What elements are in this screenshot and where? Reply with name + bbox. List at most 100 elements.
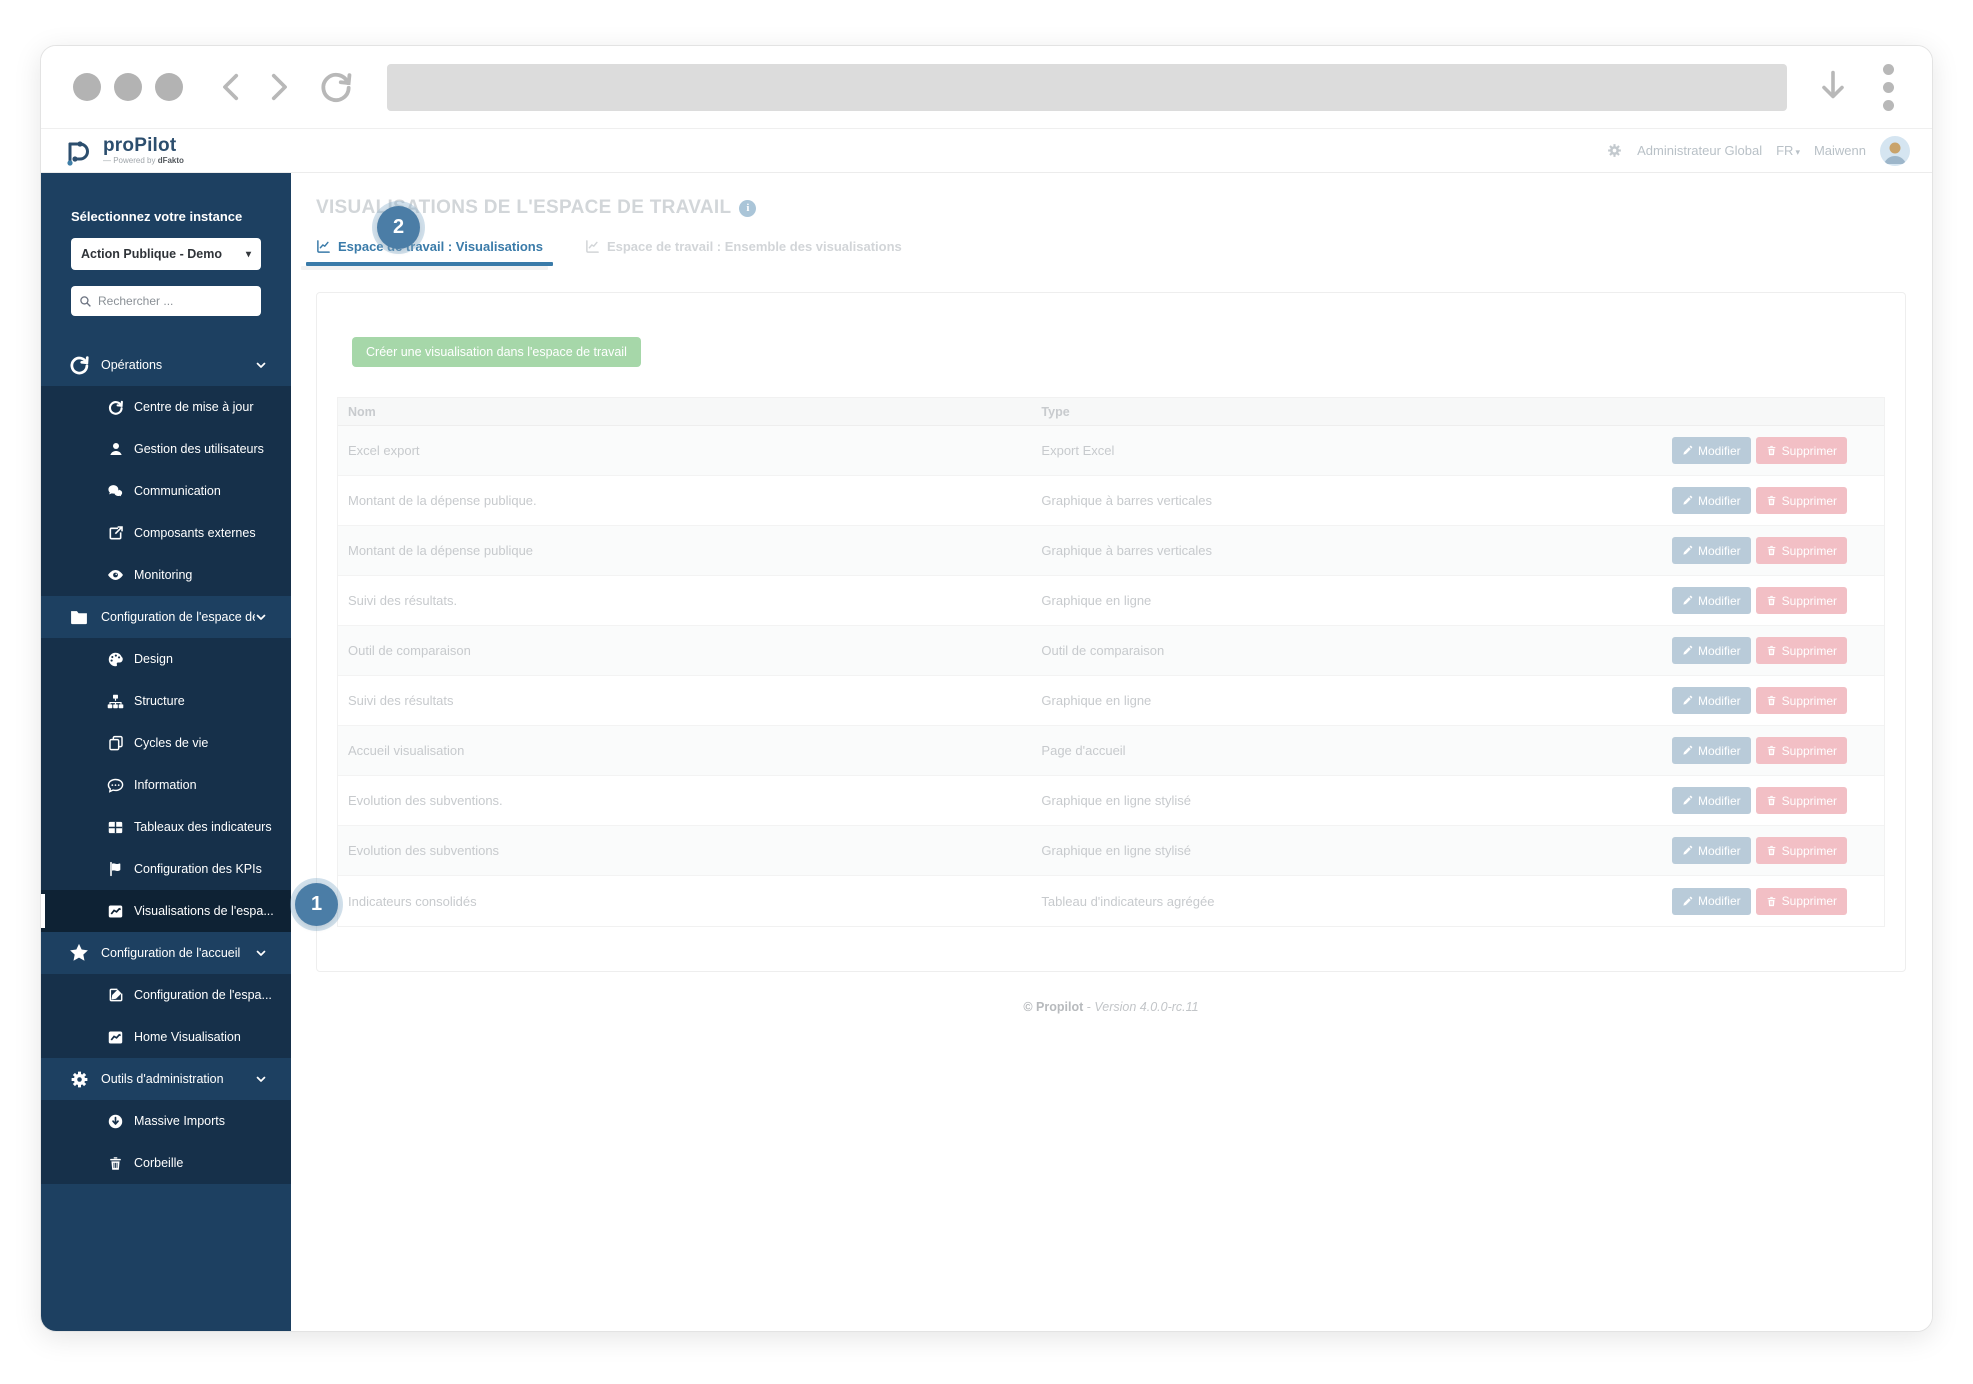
sidebar-item-gestion-utilisateurs[interactable]: Gestion des utilisateurs bbox=[41, 428, 291, 470]
eye-icon bbox=[107, 567, 124, 584]
row-type: Page d'accueil bbox=[1041, 743, 1126, 758]
row-type: Outil de comparaison bbox=[1041, 643, 1165, 658]
logo-tagline: — Powered by dFakto bbox=[103, 156, 184, 165]
browser-chrome bbox=[41, 46, 1932, 129]
user-icon bbox=[107, 441, 124, 458]
table-row: Excel export Export Excel Modifier bbox=[338, 426, 1884, 476]
tab-espace-visualisations[interactable]: Espace de travail : Visualisations bbox=[306, 239, 553, 266]
folder-icon bbox=[67, 605, 91, 629]
modify-button[interactable]: Modifier bbox=[1671, 587, 1751, 614]
trash-icon bbox=[1766, 845, 1777, 856]
pencil-icon bbox=[1682, 645, 1693, 656]
row-name: Montant de la dépense publique. bbox=[348, 493, 537, 508]
delete-button[interactable]: Supprimer bbox=[1755, 537, 1847, 564]
star-icon bbox=[67, 941, 91, 965]
create-visualization-button[interactable]: Créer une visualisation dans l'espace de… bbox=[352, 337, 641, 367]
delete-button[interactable]: Supprimer bbox=[1755, 587, 1847, 614]
sidebar-item-configuration-espace-accueil[interactable]: Configuration de l'espa... bbox=[41, 974, 291, 1016]
tour-step-badge-2: 2 bbox=[377, 206, 420, 249]
sidebar-item-monitoring[interactable]: Monitoring bbox=[41, 554, 291, 596]
user-role[interactable]: Administrateur Global bbox=[1637, 143, 1763, 158]
delete-button[interactable]: Supprimer bbox=[1755, 487, 1847, 514]
visualizations-panel: Créer une visualisation dans l'espace de… bbox=[316, 292, 1906, 972]
delete-button[interactable]: Supprimer bbox=[1755, 637, 1847, 664]
palette-icon bbox=[107, 651, 124, 668]
table-header: Nom Type bbox=[338, 398, 1884, 426]
download-circle-icon bbox=[107, 1113, 124, 1130]
sidebar-item-tableaux-indicateurs[interactable]: Tableaux des indicateurs bbox=[41, 806, 291, 848]
chevron-down-icon: ▾ bbox=[1795, 147, 1800, 157]
sidebar-item-cycles-de-vie[interactable]: Cycles de vie bbox=[41, 722, 291, 764]
sidebar-item-visualisations-espace[interactable]: Visualisations de l'espa... bbox=[41, 890, 291, 932]
modify-button[interactable]: Modifier bbox=[1671, 837, 1751, 864]
sidebar-item-massive-imports[interactable]: Massive Imports bbox=[41, 1100, 291, 1142]
table-row: Montant de la dépense publique Graphique… bbox=[338, 526, 1884, 576]
modify-button[interactable]: Modifier bbox=[1671, 637, 1751, 664]
forward-icon[interactable] bbox=[261, 70, 295, 104]
kebab-menu-icon[interactable] bbox=[1877, 60, 1900, 115]
copy-icon bbox=[107, 735, 124, 752]
sidebar-item-composants-externes[interactable]: Composants externes bbox=[41, 512, 291, 554]
modify-button[interactable]: Modifier bbox=[1671, 737, 1751, 764]
sidebar-section-operations[interactable]: Opérations bbox=[41, 344, 291, 386]
chevron-down-icon bbox=[255, 611, 267, 623]
sidebar-item-information[interactable]: Information bbox=[41, 764, 291, 806]
table-row: Indicateurs consolidés Tableau d'indicat… bbox=[338, 876, 1884, 926]
sidebar-item-corbeille[interactable]: Corbeille bbox=[41, 1142, 291, 1184]
sidebar-item-centre-mise-a-jour[interactable]: Centre de mise à jour bbox=[41, 386, 291, 428]
delete-button[interactable]: Supprimer bbox=[1755, 687, 1847, 714]
language-selector[interactable]: FR ▾ bbox=[1776, 143, 1800, 158]
sidebar-section-configuration-espace[interactable]: Configuration de l'espace de ... bbox=[41, 596, 291, 638]
propilot-logo: proPilot — Powered by dFakto bbox=[61, 134, 184, 168]
avatar[interactable] bbox=[1880, 135, 1910, 166]
row-name: Excel export bbox=[348, 443, 420, 458]
user-name[interactable]: Maiwenn bbox=[1813, 143, 1866, 158]
footer-copyright: © Propilot bbox=[1023, 1000, 1084, 1014]
row-type: Graphique à barres verticales bbox=[1041, 543, 1212, 558]
sidebar-item-structure[interactable]: Structure bbox=[41, 680, 291, 722]
table-row: Evolution des subventions Graphique en l… bbox=[338, 826, 1884, 876]
search-input[interactable] bbox=[98, 294, 253, 308]
modify-button[interactable]: Modifier bbox=[1671, 787, 1751, 814]
browser-window: proPilot — Powered by dFakto Administrat… bbox=[40, 45, 1933, 1332]
sidebar-item-communication[interactable]: Communication bbox=[41, 470, 291, 512]
app-header: proPilot — Powered by dFakto Administrat… bbox=[41, 129, 1932, 173]
address-bar[interactable] bbox=[387, 63, 1787, 111]
tour-step-badge-1: 1 bbox=[295, 883, 338, 926]
instance-select[interactable]: Action Publique - Demo ▾ bbox=[71, 238, 261, 270]
info-icon[interactable]: i bbox=[739, 199, 757, 217]
pencil-icon bbox=[1682, 896, 1693, 907]
modify-button[interactable]: Modifier bbox=[1671, 687, 1751, 714]
row-type: Graphique à barres verticales bbox=[1041, 493, 1212, 508]
back-icon[interactable] bbox=[215, 70, 249, 104]
trash-icon bbox=[1766, 745, 1777, 756]
row-type: Graphique en ligne bbox=[1041, 593, 1152, 608]
gear-icon bbox=[67, 1067, 91, 1091]
delete-button[interactable]: Supprimer bbox=[1755, 887, 1847, 915]
modify-button[interactable]: Modifier bbox=[1671, 487, 1751, 514]
sidebar-section-outils-administration[interactable]: Outils d'administration bbox=[41, 1058, 291, 1100]
modify-button[interactable]: Modifier bbox=[1671, 437, 1751, 464]
sidebar-search bbox=[71, 286, 261, 316]
tab-ensemble-visualisations[interactable]: Espace de travail : Ensemble des visuali… bbox=[585, 239, 902, 266]
delete-button[interactable]: Supprimer bbox=[1755, 437, 1847, 464]
refresh-icon[interactable] bbox=[317, 68, 355, 106]
sidebar: Sélectionnez votre instance Action Publi… bbox=[41, 173, 291, 1331]
page-title: VISUALISATIONS DE L'ESPACE DE TRAVAIL bbox=[316, 197, 732, 218]
delete-button[interactable]: Supprimer bbox=[1755, 787, 1847, 814]
row-name: Evolution des subventions. bbox=[348, 793, 503, 808]
settings-gear-icon[interactable] bbox=[1606, 142, 1623, 159]
sidebar-item-home-visualisation[interactable]: Home Visualisation bbox=[41, 1016, 291, 1058]
row-name: Evolution des subventions bbox=[348, 843, 500, 858]
trash-icon bbox=[1766, 645, 1777, 656]
modify-button[interactable]: Modifier bbox=[1671, 887, 1751, 915]
pencil-icon bbox=[1682, 845, 1693, 856]
window-dot bbox=[73, 73, 101, 101]
delete-button[interactable]: Supprimer bbox=[1755, 837, 1847, 864]
sidebar-item-configuration-kpis[interactable]: Configuration des KPIs bbox=[41, 848, 291, 890]
download-icon[interactable] bbox=[1815, 68, 1851, 106]
modify-button[interactable]: Modifier bbox=[1671, 537, 1751, 564]
sidebar-section-configuration-accueil[interactable]: Configuration de l'accueil bbox=[41, 932, 291, 974]
delete-button[interactable]: Supprimer bbox=[1755, 737, 1847, 764]
sidebar-item-design[interactable]: Design bbox=[41, 638, 291, 680]
